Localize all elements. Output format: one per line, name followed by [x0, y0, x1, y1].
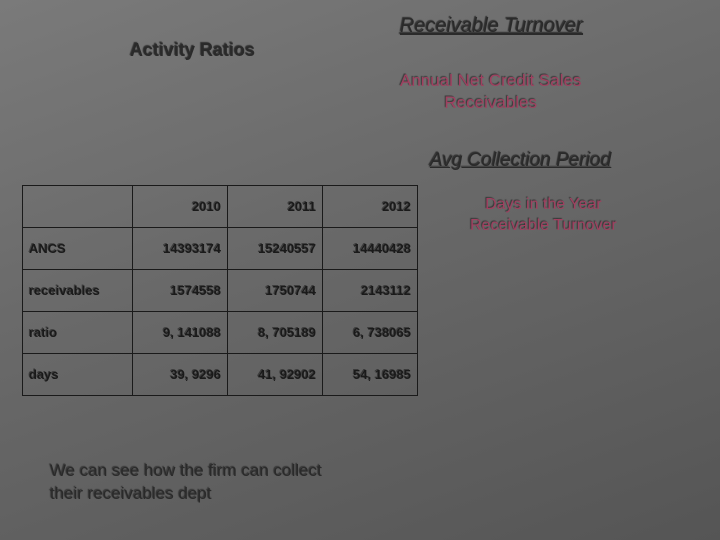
row-label-receivables: receivables — [23, 270, 133, 312]
row-label-days: days — [23, 354, 133, 396]
receivable-turnover-title: Receivable Turnover — [400, 15, 583, 38]
table-row: receivables 1574558 1750744 2143112 — [23, 270, 418, 312]
table-row: ANCS 14393174 15240557 14440428 — [23, 228, 418, 270]
summary-line2: their receivables dept — [50, 483, 322, 506]
cell: 39, 9296 — [133, 354, 228, 396]
cell: 54, 16985 — [323, 354, 418, 396]
cell: 2143112 — [323, 270, 418, 312]
formula2-numerator: Days in the Year — [470, 195, 617, 216]
cell: 41, 92902 — [228, 354, 323, 396]
col-header-2010: 2010 — [133, 186, 228, 228]
cell: 14440428 — [323, 228, 418, 270]
cell: 14393174 — [133, 228, 228, 270]
activity-ratios-table: 2010 2011 2012 ANCS 14393174 15240557 14… — [22, 185, 418, 396]
avg-collection-period-title: Avg Collection Period — [430, 150, 611, 172]
cell: 6, 738065 — [323, 312, 418, 354]
formula-receivable-turnover: Annual Net Credit Sales Receivables — [400, 70, 581, 114]
table-corner — [23, 186, 133, 228]
formula-avg-collection: Days in the Year Receivable Turnover — [470, 195, 617, 237]
summary-text: We can see how the firm can collect thei… — [50, 460, 322, 506]
table-row: ratio 9, 141088 8, 705189 6, 738065 — [23, 312, 418, 354]
table-row: days 39, 9296 41, 92902 54, 16985 — [23, 354, 418, 396]
cell: 1750744 — [228, 270, 323, 312]
row-label-ratio: ratio — [23, 312, 133, 354]
col-header-2012: 2012 — [323, 186, 418, 228]
formula2-denominator: Receivable Turnover — [470, 216, 617, 237]
cell: 8, 705189 — [228, 312, 323, 354]
cell: 9, 141088 — [133, 312, 228, 354]
activity-ratios-title: Activity Ratios — [130, 40, 255, 61]
cell: 15240557 — [228, 228, 323, 270]
table-header-row: 2010 2011 2012 — [23, 186, 418, 228]
formula1-denominator: Receivables — [400, 92, 581, 114]
formula1-numerator: Annual Net Credit Sales — [400, 70, 581, 92]
col-header-2011: 2011 — [228, 186, 323, 228]
row-label-ancs: ANCS — [23, 228, 133, 270]
summary-line1: We can see how the firm can collect — [50, 460, 322, 483]
cell: 1574558 — [133, 270, 228, 312]
